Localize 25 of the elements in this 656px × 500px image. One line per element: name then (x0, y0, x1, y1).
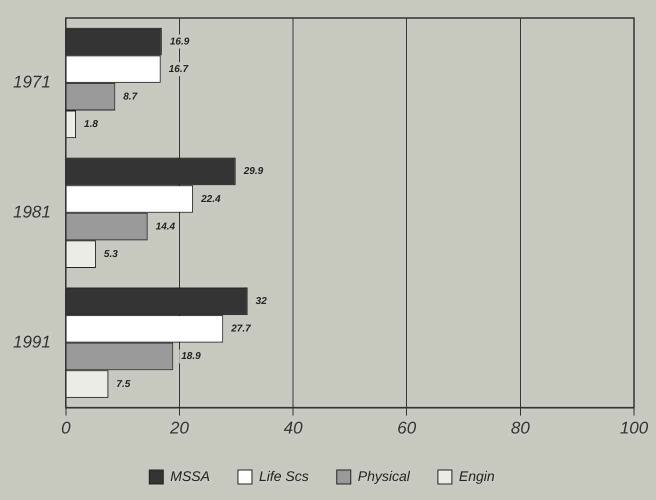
x-tick-label: 0 (61, 418, 72, 438)
y-tick-label: 1971 (12, 72, 51, 92)
data-label: 16.9 (170, 36, 190, 48)
x-tick-label: 20 (168, 418, 190, 438)
legend-label: MSSA (170, 468, 210, 484)
data-label: 22.4 (200, 194, 221, 205)
y-tick-label: 1991 (12, 332, 51, 352)
legend-label: Life Scs (258, 468, 309, 484)
x-tick-label: 60 (397, 418, 417, 438)
data-label: 5.3 (104, 248, 118, 260)
data-label: 14.4 (156, 221, 176, 232)
x-tick-label: 80 (510, 418, 530, 438)
data-label: 29.9 (242, 166, 264, 178)
legend-label: Engin (458, 468, 495, 484)
y-tick-label: 1981 (12, 202, 51, 222)
data-label: 27.7 (230, 324, 252, 335)
x-tick-label: 40 (284, 418, 304, 438)
data-label: 16.7 (168, 64, 189, 75)
data-label: 32 (256, 296, 268, 308)
data-label: 8.7 (123, 91, 138, 102)
legend-label: Physical (358, 468, 411, 484)
data-label: 7.5 (116, 378, 131, 390)
x-tick-label: 100 (620, 418, 649, 438)
data-label: 18.9 (181, 351, 202, 362)
data-label: 1.8 (84, 119, 98, 130)
